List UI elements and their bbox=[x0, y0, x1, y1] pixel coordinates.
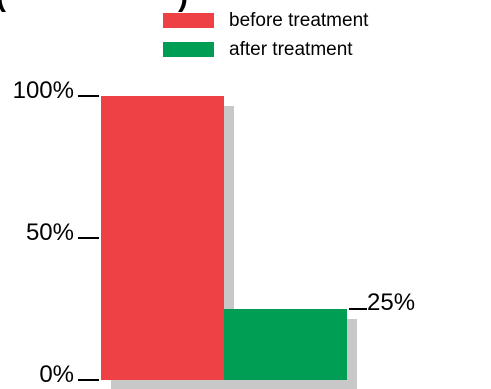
data-label: 25% bbox=[367, 289, 415, 316]
bar-before-treatment bbox=[101, 96, 224, 380]
legend-swatch-after bbox=[163, 42, 214, 57]
bar-after-treatment bbox=[224, 309, 347, 380]
legend-label-before: before treatment bbox=[229, 10, 369, 31]
cropped-header-fragment: ) bbox=[178, 0, 188, 13]
y-tick-label: 50% bbox=[26, 219, 74, 246]
legend-swatch-before bbox=[163, 13, 214, 28]
legend: before treatment after treatment bbox=[163, 10, 369, 60]
plot-area: 0% 50% 100% 25% bbox=[13, 77, 415, 389]
y-tick-label: 0% bbox=[39, 361, 74, 388]
legend-label-after: after treatment bbox=[229, 39, 353, 60]
y-tick-label: 100% bbox=[13, 77, 74, 104]
cropped-header-fragment: ( bbox=[0, 0, 6, 13]
